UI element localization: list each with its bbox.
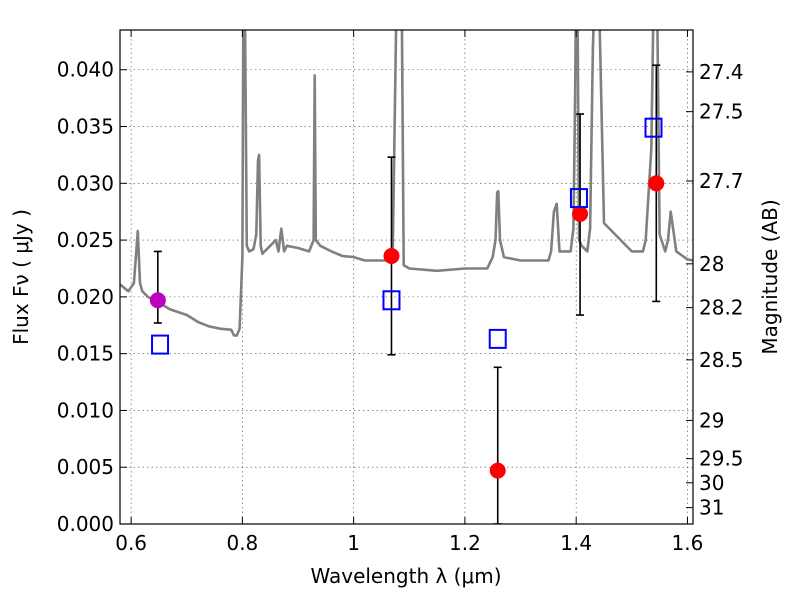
plot-area bbox=[120, 30, 693, 524]
model-photometry-marker bbox=[488, 328, 507, 349]
y-tick-label: 0.030 bbox=[57, 171, 114, 195]
model-photometry-marker bbox=[644, 117, 663, 138]
x-tick-label: 0.6 bbox=[115, 531, 147, 555]
x-tick-label: 1.6 bbox=[672, 531, 704, 555]
x-tick-label: 1.4 bbox=[560, 531, 592, 555]
y-tick-label: 0.000 bbox=[57, 512, 114, 536]
data-point bbox=[489, 462, 506, 479]
data-point bbox=[572, 205, 589, 222]
y-tick-label: 0.010 bbox=[57, 398, 114, 422]
data-point bbox=[149, 292, 166, 309]
plot-frame bbox=[119, 29, 694, 525]
x-axis-title: Wavelength λ (μm) bbox=[310, 564, 501, 588]
y-axis-title: Flux Fν ( μJy ) bbox=[9, 209, 33, 345]
right-tick-label: 28 bbox=[699, 252, 724, 276]
y-tick-label: 0.035 bbox=[57, 115, 114, 139]
data-point bbox=[383, 247, 400, 264]
right-tick-label: 29.5 bbox=[699, 447, 744, 471]
grid bbox=[120, 30, 693, 525]
right-tick-label: 27.7 bbox=[699, 169, 744, 193]
model-spectrum-line bbox=[120, 30, 693, 337]
model-photometry-marker bbox=[151, 334, 170, 355]
right-tick-label: 31 bbox=[699, 496, 724, 520]
y-tick-label: 0.025 bbox=[57, 228, 114, 252]
x-tick-label: 0.8 bbox=[226, 531, 258, 555]
axis-ticks: 0.6 0.8 1 1.2 1.4 1.6 0.000 0.005 0.010 0.015 0.02… bbox=[57, 30, 744, 555]
x-tick-label: 1 bbox=[347, 531, 360, 555]
right-tick-label: 27.5 bbox=[699, 100, 744, 124]
data-point bbox=[648, 175, 665, 192]
x-tick-label: 1.2 bbox=[449, 531, 481, 555]
right-tick-label: 28.2 bbox=[699, 296, 744, 320]
right-axis-title: Magnitude (AB) bbox=[758, 199, 782, 354]
y-tick-label: 0.005 bbox=[57, 455, 114, 479]
y-tick-label: 0.040 bbox=[57, 58, 114, 82]
model-photometry-marker bbox=[569, 188, 588, 209]
y-tick-label: 0.020 bbox=[57, 285, 114, 309]
right-tick-label: 30 bbox=[699, 471, 724, 495]
right-tick-label: 27.4 bbox=[699, 60, 744, 84]
right-tick-label: 29 bbox=[699, 408, 724, 432]
right-tick-label: 28.5 bbox=[699, 348, 744, 372]
model-photometry-marker bbox=[382, 290, 401, 311]
y-tick-label: 0.015 bbox=[57, 342, 114, 366]
